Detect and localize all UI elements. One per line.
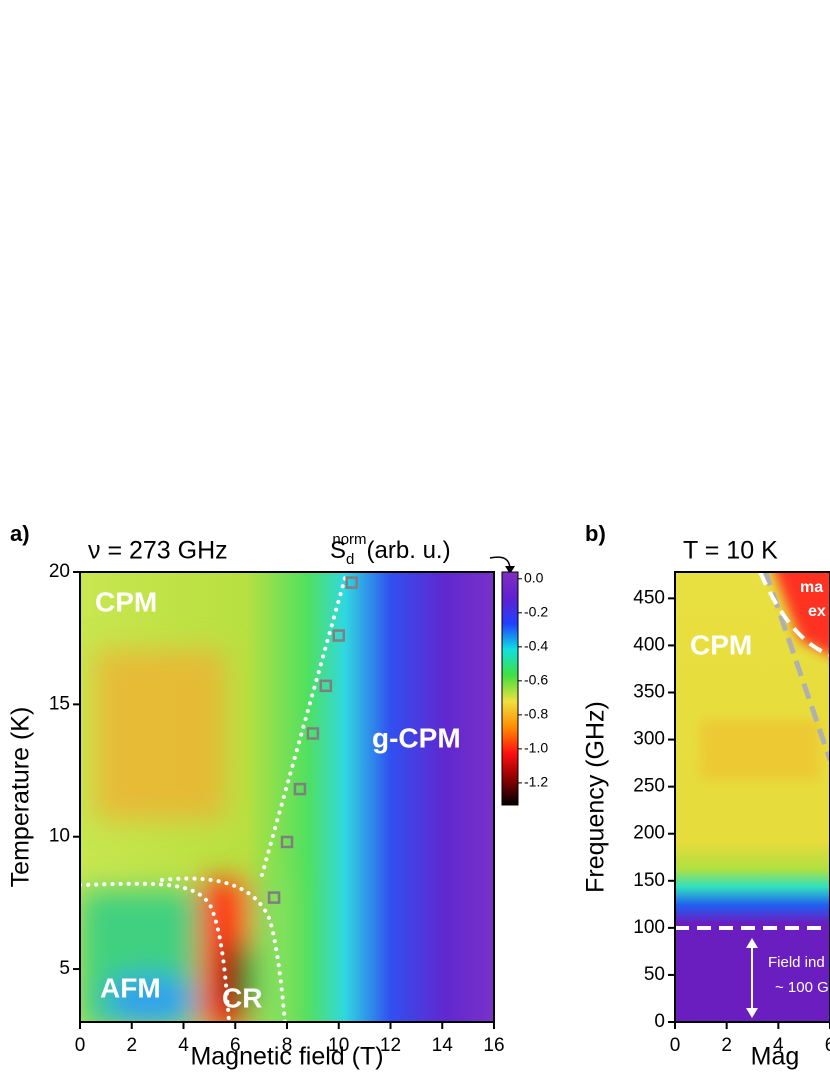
- region-label: CPM: [95, 586, 157, 617]
- x-tick-label: 0: [670, 1035, 681, 1056]
- x-axis-title: Mag: [751, 1043, 800, 1071]
- y-tick-label: 10: [49, 826, 70, 847]
- colorbar-label-part: norm: [332, 531, 366, 548]
- plot-frame: [674, 571, 830, 1023]
- region-label: CR: [222, 982, 262, 1013]
- region-label: AFM: [100, 972, 161, 1003]
- region-label: ~ 100 G: [775, 979, 829, 996]
- data-point: [332, 629, 345, 642]
- region-label: ex: [808, 603, 826, 620]
- y-tick-label: 250: [633, 776, 665, 797]
- x-axis-title: Magnetic field (T): [190, 1043, 383, 1071]
- colorbar-tick-label: 0.0: [524, 570, 544, 586]
- heatmap-a: [80, 572, 494, 1022]
- x-tick-label: 2: [721, 1035, 732, 1056]
- data-point: [267, 891, 281, 904]
- heatmap-b: [675, 572, 830, 1022]
- y-tick-label: 100: [633, 917, 665, 938]
- phase-boundaries: [78, 576, 347, 1024]
- chart-title: T = 10 K: [683, 537, 778, 565]
- y-tick-label: 200: [633, 823, 665, 844]
- x-tick-label: 8: [282, 1035, 293, 1056]
- y-tick-label: 450: [633, 587, 665, 608]
- colorbar-tick-label: -1.0: [524, 740, 548, 756]
- colorbar-label-part: S: [330, 537, 346, 564]
- data-point: [293, 782, 307, 796]
- y-tick-label: 150: [633, 870, 665, 891]
- region-label: Field ind: [768, 954, 825, 971]
- x-tick-label: 2: [126, 1035, 137, 1056]
- colorbar-tick-label: -0.6: [524, 672, 548, 688]
- y-tick-label: 20: [49, 561, 70, 582]
- x-tick-label: 0: [75, 1035, 86, 1056]
- x-tick-label: 12: [380, 1035, 401, 1056]
- x-tick-label: 10: [328, 1035, 349, 1056]
- colorbar-tick-label: -0.8: [524, 706, 548, 722]
- y-tick-label: 350: [633, 682, 665, 703]
- data-point: [280, 835, 294, 849]
- colorbar-tick-label: -0.4: [524, 638, 548, 654]
- y-axis-title: Temperature (K): [7, 707, 35, 888]
- x-tick-label: 14: [432, 1035, 454, 1056]
- colorbar-label-part: (arb. u.): [367, 537, 451, 564]
- panel-label: a): [10, 521, 30, 546]
- x-tick-label: 16: [483, 1035, 504, 1056]
- colorbar-label: Sd norm(arb. u.): [330, 531, 451, 568]
- colorbar: [501, 571, 519, 806]
- x-tick-label: 6: [230, 1035, 241, 1056]
- colorbar-arrowhead: [505, 566, 515, 574]
- data-point: [306, 727, 320, 740]
- y-tick-label: 5: [59, 958, 70, 979]
- region-label: CPM: [690, 629, 752, 660]
- y-tick-label: 50: [644, 964, 665, 985]
- x-tick-label: 6: [825, 1035, 830, 1056]
- y-tick-label: 300: [633, 729, 665, 750]
- y-tick-label: 0: [654, 1011, 665, 1032]
- y-tick-label: 400: [633, 634, 665, 655]
- region-label: ma: [800, 579, 823, 596]
- chart-title: ν = 273 GHz: [88, 537, 228, 565]
- x-tick-label: 4: [773, 1035, 784, 1056]
- data-point: [345, 576, 358, 589]
- y-tick-label: 15: [49, 693, 70, 714]
- region-label: g-CPM: [372, 722, 461, 753]
- data-point: [319, 679, 333, 693]
- colorbar-tick-label: -0.2: [524, 604, 548, 620]
- colorbar-tick-label: -1.2: [524, 774, 548, 790]
- x-tick-label: 4: [178, 1035, 189, 1056]
- panel-label: b): [585, 521, 606, 546]
- y-axis-title: Frequency (GHz): [582, 701, 610, 893]
- colorbar-label-part: d: [346, 551, 354, 568]
